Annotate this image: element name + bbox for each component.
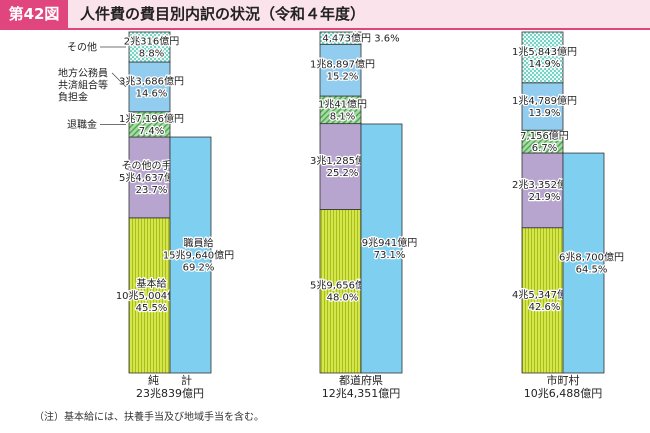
bar-1-segment-retire [319,95,362,125]
bar-1-label-basic-line-1: 48.0% [327,293,359,304]
figure-header: 第42図 人件費の費目別内訳の状況（令和４年度） [0,0,650,28]
bar-0-label-basic-line-0: 基本給 [137,277,167,290]
side-label-retire: 退職金 [67,118,97,131]
bar-2-segment-basic [521,227,564,374]
bar-0-label-other_allow-line-1: 5兆4,637億円 [119,171,184,184]
side-label-pension-line-1: 共済組合等 [58,78,108,91]
bar-0-segment-pension [128,61,171,113]
bar-2-total-line-1: 10兆6,488億円 [524,387,603,400]
bar-0-label-other_allow-line-2: 23.7% [136,185,168,196]
bar-2-total-line-0: 市町村 [547,373,580,387]
bar-0-label-other_allow-line-0: その他の手当 [122,159,182,172]
bar-1-label-other-line-0: 4,473億円 3.6% [322,32,399,45]
bar-0-label-staff-line-2: 69.2% [183,263,215,274]
side-label-other: その他 [67,41,97,54]
bar-0-label-basic-line-2: 45.5% [136,303,168,314]
bar-1-label-staff-line-1: 73.1% [374,250,406,261]
bar-1-label-other_allow-line-1: 25.2% [327,168,359,179]
bar-2-label-other-line-0: 1兆5,843億円 [512,45,577,58]
bar-2-segment-other_allow [521,152,564,229]
bar-2-label-staff-line-1: 64.5% [576,265,608,276]
bar-0-segment-basic [128,217,171,374]
bar-0-segment-other_allow [128,136,171,219]
bar-2-segment-other [521,31,564,84]
bar-1-label-retire-line-0: 1兆41億円 [318,97,367,110]
bar-2-label-basic-line-1: 42.6% [529,302,561,313]
bar-1-segment-other [319,31,362,45]
figure-number-badge: 第42図 [0,0,68,28]
bar-1-label-pension-line-0: 1兆8,897億円 [310,58,375,71]
bar-2-label-other_allow-line-0: 2兆3,352億円 [512,178,577,191]
bar-2-label-pension-line-0: 1兆4,789億円 [512,94,577,107]
bar-0-segment-other [128,31,171,63]
bar-2-label-pension-line-1: 13.9% [529,108,561,119]
bar-2-segment-pension [521,82,564,131]
bar-1-label-retire-line-1: 8.1% [330,111,355,122]
stacked-bar-chart: 基本給10兆5,004億円45.5%その他の手当5兆4,637億円23.7%1兆… [58,30,625,400]
bar-0-label-retire-line-0: 1兆7,196億円 [119,112,184,125]
bar-0-segment-staff [169,136,212,374]
bar-2-label-staff-line-0: 6兆8,700億円 [559,251,624,264]
bar-1-label-other_allow-line-0: 3兆1,285億円 [310,154,375,167]
bar-2-segment-staff [562,152,605,374]
bar-1-total-line-0: 都道府県 [339,373,383,387]
bar-2-label-retire-line-1: 6.7% [532,143,557,154]
bar-0-total-line-0: 純 計 [148,373,192,387]
bar-0-label-staff-line-1: 15兆9,640億円 [163,249,234,262]
header-rule [0,28,650,30]
bar-1-segment-staff [360,123,403,374]
bar-0-label-retire-line-1: 7.4% [139,126,164,137]
bar-2-label-retire-line-0: 7,156億円 [520,129,569,142]
bar-0-label-other-line-0: 2兆316億円 [124,35,179,48]
bar-1-segment-basic [319,209,362,374]
bar-1-label-basic-line-0: 5兆9,656億円 [310,279,375,292]
bar-0-label-staff-line-0: 職員給 [184,237,214,250]
side-leader-pension [111,72,127,88]
bar-2-label-other_allow-line-1: 21.9% [529,192,561,203]
bar-1-total-line-1: 12兆4,351億円 [322,387,401,400]
side-label-pension-line-2: 負担金 [58,90,88,103]
bar-0-label-pension-line-1: 14.6% [136,88,168,99]
bar-0-total-line-1: 23兆839億円 [136,387,204,400]
footnote: （注）基本給には、扶養手当及び地域手当を含む。 [34,412,264,423]
bar-2-label-basic-line-0: 4兆5,347億円 [512,288,577,301]
bar-1-label-pension-line-1: 15.2% [327,72,359,83]
bar-1-segment-pension [319,43,362,97]
bar-2-label-other-line-1: 14.9% [529,59,561,70]
bar-1-label-staff-line-0: 9兆941億円 [362,236,417,249]
side-label-pension-line-0: 地方公務員 [58,66,108,79]
bar-0-label-pension-line-0: 3兆3,686億円 [119,74,184,87]
figure-title: 人件費の費目別内訳の状況（令和４年度） [80,5,366,23]
bar-0-label-other-line-1: 8.8% [139,49,164,60]
